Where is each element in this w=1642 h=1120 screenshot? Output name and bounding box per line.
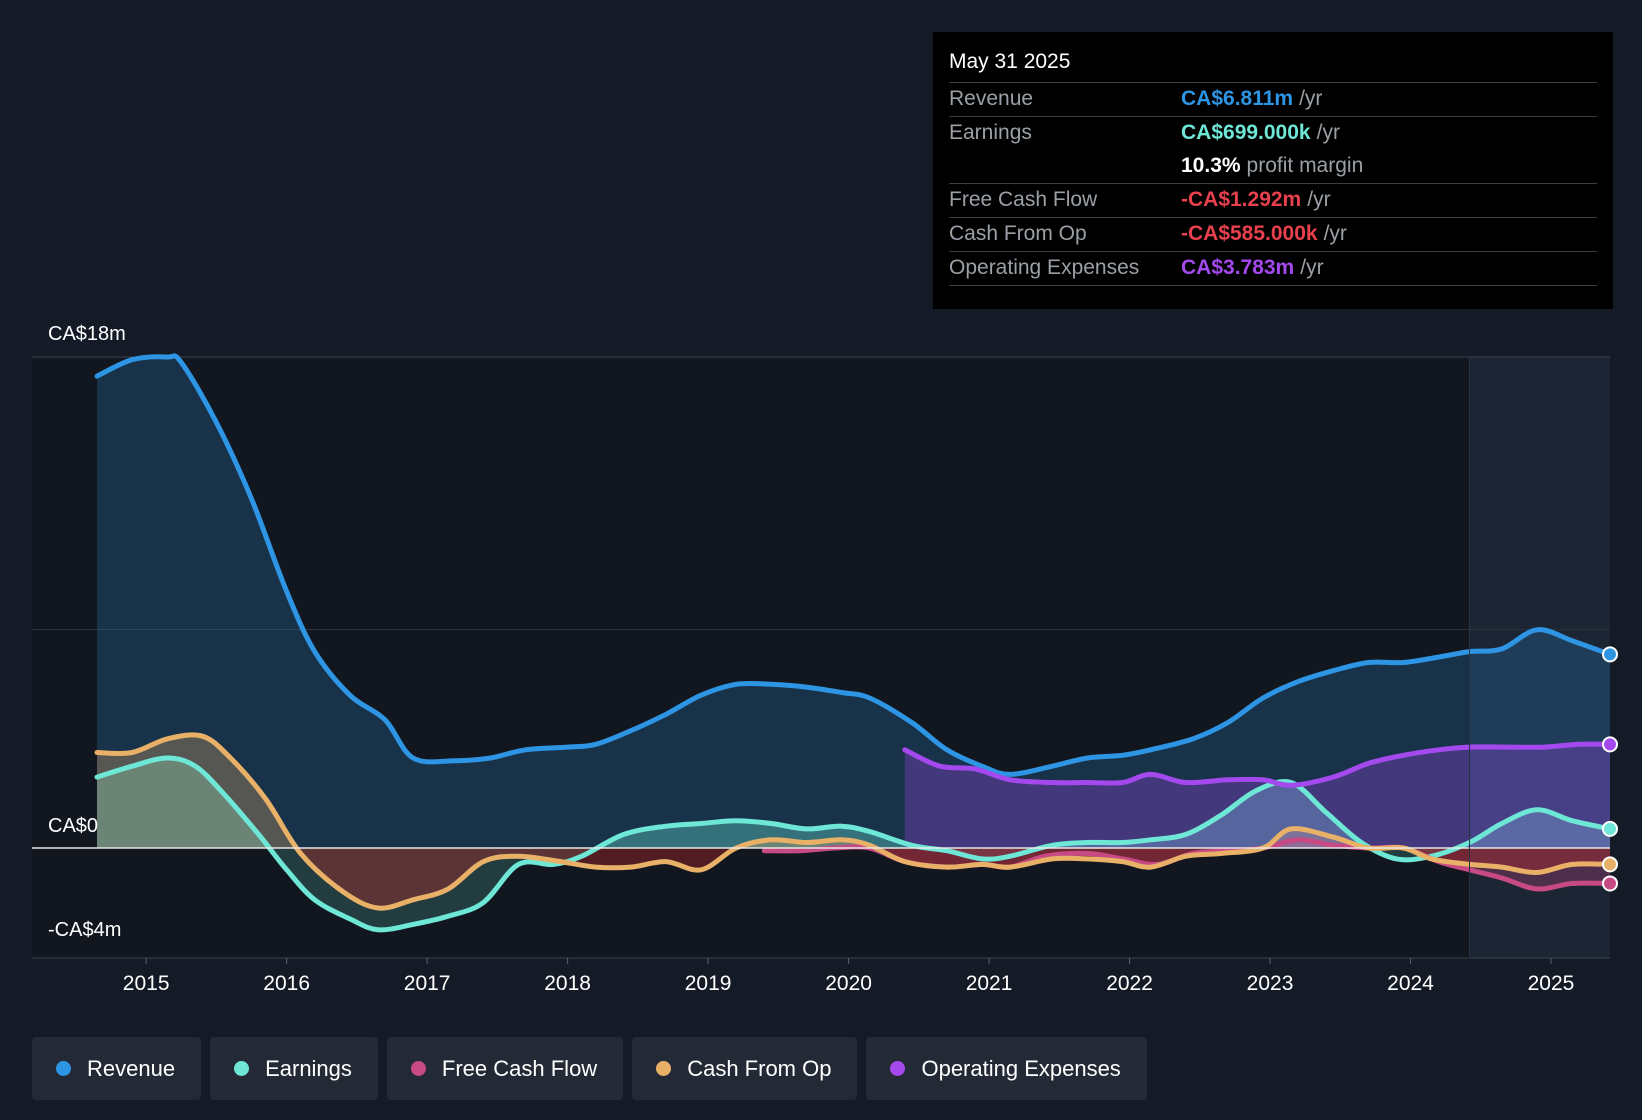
legend-label: Free Cash Flow <box>441 1055 598 1081</box>
x-tick-label: 2025 <box>1528 972 1575 995</box>
legend-item-operating-expenses[interactable]: Operating Expenses <box>866 1037 1147 1100</box>
revenue-area-positive <box>97 355 1610 848</box>
legend-label: Operating Expenses <box>921 1055 1121 1081</box>
tooltip: May 31 2025 Revenue CA$6.811m /yr Earnin… <box>933 32 1613 309</box>
x-tick-label: 2023 <box>1247 972 1294 995</box>
cash-from-op-dot-icon <box>656 1061 672 1076</box>
tooltip-row-earnings: Earnings CA$699.000k /yr <box>949 117 1597 150</box>
tooltip-label: Revenue <box>949 87 1034 110</box>
tooltip-value: -CA$1.292m <box>1181 188 1302 211</box>
x-tick-label: 2018 <box>544 972 591 995</box>
x-tick-label: 2017 <box>404 972 451 995</box>
tooltip-value: CA$3.783m <box>1181 256 1295 279</box>
tooltip-value: CA$699.000k <box>1181 121 1311 144</box>
legend-item-free-cash-flow[interactable]: Free Cash Flow <box>386 1037 624 1100</box>
revenue-endpoint[interactable] <box>1602 646 1618 663</box>
cash-from-op-area-negative <box>97 848 1610 909</box>
legend-item-revenue[interactable]: Revenue <box>32 1037 202 1100</box>
tooltip-unit: /yr <box>1300 256 1324 279</box>
free-cash-flow-dot-icon <box>410 1061 426 1076</box>
tooltip-value: -CA$585.000k <box>1181 222 1318 245</box>
tooltip-label: Free Cash Flow <box>949 188 1098 211</box>
revenue-line <box>94 353 1613 777</box>
legend-label: Earnings <box>265 1055 352 1081</box>
x-tick-label: 2021 <box>966 972 1013 995</box>
y-tick-label: CA$18m <box>48 323 126 345</box>
y-tick-label: CA$0 <box>48 815 98 837</box>
legend-label: Cash From Op <box>687 1055 832 1081</box>
operating-expenses-area-positive <box>904 744 1610 848</box>
x-tick-label: 2019 <box>685 972 732 995</box>
earnings-dot-icon <box>234 1061 250 1076</box>
cash-from-op-endpoint[interactable] <box>1602 856 1618 873</box>
earnings-endpoint[interactable] <box>1602 820 1618 837</box>
tooltip-unit: /yr <box>1299 87 1323 110</box>
operating-expenses-endpoint[interactable] <box>1602 736 1618 753</box>
free-cash-flow-endpoint[interactable] <box>1602 875 1618 892</box>
plot-background <box>32 357 1610 958</box>
x-tick-label: 2024 <box>1387 972 1434 995</box>
operating-expenses-line <box>902 741 1613 788</box>
revenue-dot-icon <box>56 1061 71 1076</box>
y-tick-label: -CA$4m <box>48 919 121 941</box>
x-tick-label: 2020 <box>825 972 872 995</box>
tooltip-row-fcf: Free Cash Flow -CA$1.292m /yr <box>949 184 1597 218</box>
tooltip-margin-label: profit margin <box>1246 154 1364 177</box>
legend: Revenue Earnings Free Cash Flow Cash Fro… <box>32 1037 1147 1100</box>
tooltip-unit: /yr <box>1323 222 1347 245</box>
forecast-band <box>1469 357 1610 958</box>
tooltip-unit: /yr <box>1307 188 1331 211</box>
legend-label: Revenue <box>87 1055 176 1081</box>
legend-item-cash-from-op[interactable]: Cash From Op <box>632 1037 858 1100</box>
earnings-line <box>94 755 1613 933</box>
tooltip-row-margin: 10.3% profit margin <box>949 150 1597 184</box>
tooltip-value: CA$6.811m <box>1181 87 1294 110</box>
tooltip-row-cfo: Cash From Op -CA$585.000k /yr <box>949 218 1597 252</box>
tooltip-label: Operating Expenses <box>949 256 1140 279</box>
tooltip-label: Earnings <box>949 121 1032 144</box>
tooltip-row-opex: Operating Expenses CA$3.783m /yr <box>949 252 1597 286</box>
x-tick-label: 2022 <box>1106 972 1153 995</box>
tooltip-unit: /yr <box>1316 121 1340 144</box>
legend-item-earnings[interactable]: Earnings <box>210 1037 378 1100</box>
tooltip-row-revenue: Revenue CA$6.811m /yr <box>949 83 1597 117</box>
x-tick-label: 2016 <box>263 972 310 995</box>
operating-expenses-dot-icon <box>890 1061 906 1076</box>
tooltip-margin-value: 10.3% <box>1181 154 1241 177</box>
tooltip-label: Cash From Op <box>949 222 1087 245</box>
cash-from-op-area-positive <box>97 734 1610 848</box>
tooltip-date: May 31 2025 <box>949 46 1597 83</box>
earnings-area-positive <box>97 758 1610 848</box>
x-tick-label: 2015 <box>123 972 170 995</box>
